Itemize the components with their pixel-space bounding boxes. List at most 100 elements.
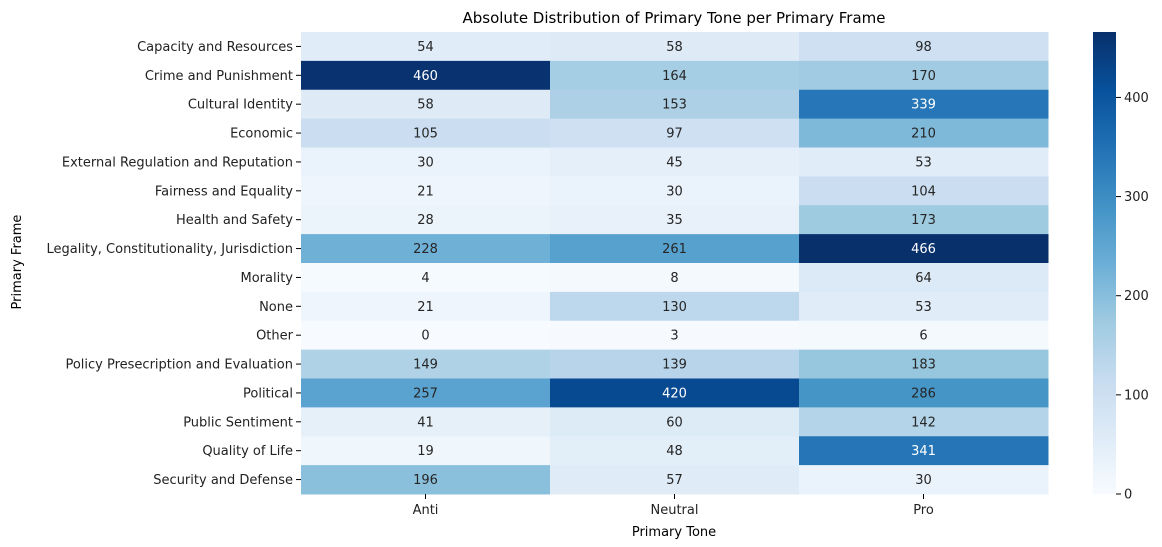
heatmap-cell: [799, 32, 1049, 62]
y-tick-label: Economic: [230, 127, 293, 142]
cell-value-label: 30: [915, 473, 932, 488]
colorbar-tick-label: 300: [1124, 190, 1149, 205]
heatmap-cell: [301, 89, 551, 120]
cell-value-label: 104: [911, 184, 936, 199]
heatmap-cell: [301, 378, 551, 408]
heatmap-cell: [799, 118, 1049, 148]
y-tick-label: Security and Defense: [153, 473, 293, 488]
heatmap-cell: [301, 234, 551, 264]
x-tick-labels: Anti Neutral Pro: [413, 494, 934, 518]
heatmap-cell: [550, 378, 800, 408]
cell-value-label: 19: [417, 444, 434, 459]
cell-value-label: 153: [662, 98, 687, 113]
cell-value-label: 142: [911, 415, 936, 430]
cell-value-label: 228: [413, 242, 438, 257]
heatmap-cell: [301, 436, 551, 466]
y-tick-label: Crime and Punishment: [145, 69, 293, 84]
y-tick-label: Capacity and Resources: [137, 40, 293, 55]
cell-value-label: 48: [666, 444, 683, 459]
heatmap-cell: [301, 176, 551, 206]
cell-value-label: 45: [666, 155, 683, 170]
cell-value-label: 164: [662, 69, 687, 84]
heatmap-cell: [301, 465, 551, 495]
heatmap-cell: [799, 320, 1049, 351]
heatmap-cell: [799, 234, 1049, 264]
heatmap-cell: [550, 176, 800, 206]
heatmap-cell: [799, 89, 1049, 120]
cell-value-label: 130: [662, 300, 687, 315]
heatmap-cell: [301, 349, 551, 379]
chart-title: Absolute Distribution of Primary Tone pe…: [462, 9, 885, 27]
cell-value-label: 30: [666, 184, 683, 199]
cell-value-label: 261: [662, 242, 687, 257]
heatmap-cell: [550, 349, 800, 379]
cell-value-label: 339: [911, 98, 936, 113]
y-tick-label: None: [259, 300, 293, 315]
y-tick-label: Fairness and Equality: [155, 184, 293, 199]
y-tick-label: Quality of Life: [202, 444, 293, 459]
heatmap-cell: [799, 349, 1049, 379]
heatmap-cell: [550, 407, 800, 437]
heatmap-cell: [550, 205, 800, 235]
cell-value-label: 53: [915, 155, 932, 170]
cell-value-label: 21: [417, 184, 434, 199]
cell-value-label: 173: [911, 213, 936, 228]
cell-value-label: 98: [915, 40, 932, 55]
x-tick-label: Neutral: [651, 503, 699, 518]
cell-value-label: 28: [417, 213, 434, 228]
y-tick-label: Other: [256, 329, 294, 344]
y-tick-label: Public Sentiment: [183, 415, 293, 430]
heatmap-cell: [550, 89, 800, 120]
cell-value-label: 6: [919, 329, 927, 344]
heatmap-cell: [799, 60, 1049, 91]
cell-value-label: 8: [670, 271, 678, 286]
cell-value-label: 139: [662, 358, 687, 373]
heatmap-cell: [550, 320, 800, 351]
heatmap-cell: [799, 378, 1049, 408]
y-tick-labels: Capacity and Resources Crime and Punishme…: [47, 40, 301, 488]
heatmap-cell: [799, 407, 1049, 437]
heatmap-cell: [301, 118, 551, 148]
colorbar: [1093, 32, 1116, 494]
cell-value-label: 64: [915, 271, 932, 286]
y-tick-label: Cultural Identity: [188, 98, 293, 113]
colorbar-tick-label: 200: [1124, 289, 1149, 304]
y-tick-label: Morality: [241, 271, 294, 286]
cell-value-label: 257: [413, 386, 438, 401]
heatmap-cell: [799, 291, 1049, 322]
heatmap-cell: [550, 60, 800, 91]
y-tick-label: External Regulation and Reputation: [62, 155, 293, 170]
cell-value-label: 41: [417, 415, 434, 430]
cell-value-label: 466: [911, 242, 936, 257]
cell-value-label: 170: [911, 69, 936, 84]
y-tick-label: Health and Safety: [176, 213, 293, 228]
cell-value-label: 60: [666, 415, 683, 430]
colorbar-tick-label: 0: [1124, 488, 1132, 503]
heatmap-cell: [799, 465, 1049, 495]
cell-value-label: 210: [911, 127, 936, 142]
cell-value-label: 105: [413, 127, 438, 142]
cell-value-label: 4: [421, 271, 429, 286]
heatmap-cell: [301, 205, 551, 235]
heatmap-cell: [799, 176, 1049, 206]
heatmap-cell: [301, 407, 551, 437]
cell-value-label: 57: [666, 473, 683, 488]
y-tick-label: Policy Presecription and Evaluation: [65, 358, 293, 373]
cell-value-label: 97: [666, 127, 683, 142]
cell-value-label: 0: [421, 329, 429, 344]
colorbar-ticks: 0 100 200 300 400: [1116, 91, 1149, 503]
heatmap-cell: [301, 263, 551, 293]
cell-value-label: 3: [670, 329, 678, 344]
heatmap-cell: [550, 465, 800, 495]
colorbar-tick-label: 100: [1124, 388, 1149, 403]
x-tick-label: Pro: [913, 503, 934, 518]
heatmap-cell: [301, 291, 551, 322]
cell-value-label: 341: [911, 444, 936, 459]
cell-value-label: 460: [413, 69, 438, 84]
cell-value-label: 149: [413, 358, 438, 373]
cell-value-label: 21: [417, 300, 434, 315]
y-tick-label: Political: [243, 386, 293, 401]
